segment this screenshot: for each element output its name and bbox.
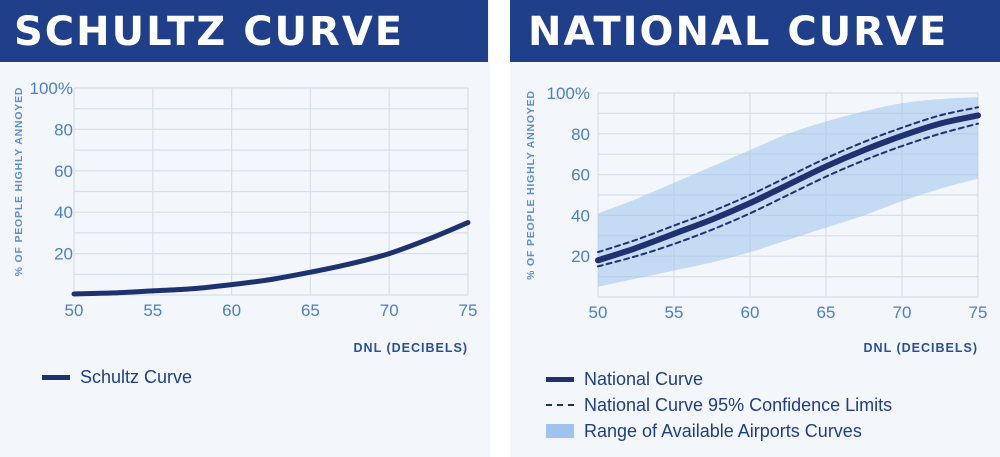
x-tick-label: 60 xyxy=(741,303,760,322)
national-chart: 20 40 60 80 100% 50 55 60 65 70 75 DNL (DECIBELS) % … xyxy=(525,84,988,355)
x-tick-label: 50 xyxy=(65,301,84,320)
national-curve-line xyxy=(595,112,981,264)
legend-item-schultz-curve: Schultz Curve xyxy=(42,364,192,390)
legend-label-airport-range: Range of Available Airports Curves xyxy=(584,420,862,441)
schultz-chart: 20 40 60 80 100% 50 55 60 65 70 75 DNL (DECIBELS) % … xyxy=(13,79,478,355)
band-swatch xyxy=(546,424,574,438)
schultz-panel: SCHULTZ CURVE 20 40 60 80 100% 50 55 60 65 70 75 DN… xyxy=(0,0,490,457)
x-tick-label: 55 xyxy=(143,301,162,320)
national-panel: NATIONAL CURVE 20 40 60 80 100% 50 55 60 65 70 75 D… xyxy=(510,0,1000,457)
y-tick-label: 20 xyxy=(54,245,73,264)
schultz-banner: SCHULTZ CURVE xyxy=(0,0,488,62)
x-tick-label: 60 xyxy=(222,301,241,320)
legend-label-national-curve: National Curve xyxy=(584,368,704,389)
legend-label-confidence-limits: National Curve 95% Confidence Limits xyxy=(584,394,893,415)
y-tick-label: 20 xyxy=(571,247,590,266)
airport-range-band xyxy=(598,97,978,287)
y-axis-label: % OF PEOPLE HIGHLY ANNOYED xyxy=(525,90,537,280)
x-tick-label: 75 xyxy=(459,301,478,320)
x-tick-label: 75 xyxy=(969,303,988,322)
x-tick-label: 70 xyxy=(893,303,912,322)
legend-label-schultz-curve: Schultz Curve xyxy=(80,366,193,387)
x-tick-label: 65 xyxy=(817,303,836,322)
confidence-limit-line xyxy=(597,122,979,268)
x-tick-label: 65 xyxy=(301,301,320,320)
x-tick-label: 50 xyxy=(589,303,608,322)
confidence-limit-line xyxy=(597,106,979,254)
x-axis-label: DNL (DECIBELS) xyxy=(864,341,978,355)
y-axis-label: % OF PEOPLE HIGHLY ANNOYED xyxy=(13,87,25,277)
national-legend: National Curve National Curve 95% Confid… xyxy=(546,366,892,444)
legend-item-national-curve: National Curve xyxy=(546,366,892,392)
y-tick-label: 40 xyxy=(54,203,73,222)
x-axis-label: DNL (DECIBELS) xyxy=(354,341,468,355)
y-tick-label: 60 xyxy=(54,162,73,181)
x-tick-label: 70 xyxy=(380,301,399,320)
solid-line-swatch xyxy=(42,374,70,380)
legend-item-confidence-limits: National Curve 95% Confidence Limits xyxy=(546,392,892,418)
x-tick-label: 55 xyxy=(665,303,684,322)
y-tick-label: 80 xyxy=(54,120,73,139)
y-tick-label: 100% xyxy=(30,79,73,98)
y-tick-label: 80 xyxy=(571,125,590,144)
schultz-curve-line xyxy=(71,220,471,297)
y-tick-label: 100% xyxy=(547,84,590,103)
legend-item-airport-range: Range of Available Airports Curves xyxy=(546,418,892,444)
solid-line-swatch xyxy=(546,376,574,382)
schultz-legend: Schultz Curve xyxy=(42,364,192,390)
dashed-line-swatch xyxy=(546,404,574,406)
national-banner: NATIONAL CURVE xyxy=(510,0,1000,62)
y-tick-label: 40 xyxy=(571,206,590,225)
y-tick-label: 60 xyxy=(571,166,590,185)
